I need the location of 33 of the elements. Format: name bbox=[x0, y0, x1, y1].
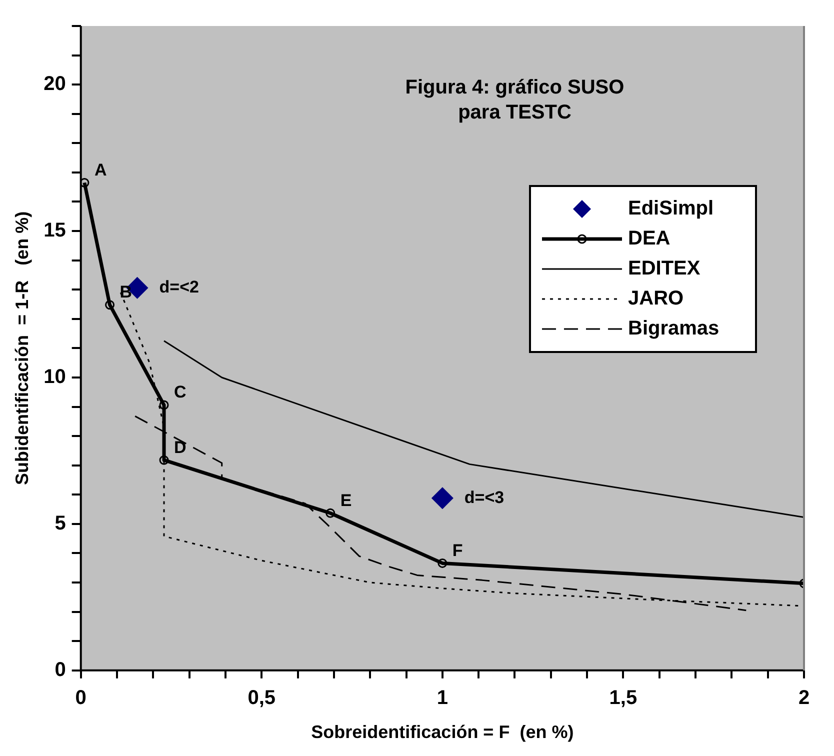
point bbox=[105, 300, 115, 310]
x-tick-label: 0,5 bbox=[248, 686, 276, 709]
y-tick-label: 5 bbox=[54, 512, 66, 534]
legend-label: JARO bbox=[628, 288, 684, 310]
annotation: A bbox=[94, 160, 107, 180]
point bbox=[438, 558, 448, 568]
annotation: B bbox=[120, 282, 132, 302]
legend-label: EDITEX bbox=[628, 258, 701, 280]
annotation: F bbox=[452, 540, 463, 560]
annotation: D bbox=[174, 438, 186, 457]
x-axis-title: Sobreidentificación = F (en %) bbox=[311, 722, 574, 742]
annotation: d=<2 bbox=[159, 278, 199, 297]
annotation: C bbox=[174, 382, 186, 402]
legend-label: DEA bbox=[628, 228, 670, 250]
x-tick-label: 2 bbox=[798, 686, 810, 709]
point bbox=[80, 178, 90, 188]
annotation: d=<3 bbox=[464, 488, 504, 507]
x-tick-label: 0 bbox=[75, 686, 86, 709]
legend-label: EdiSimpl bbox=[628, 198, 714, 220]
x-tick-label: 1,5 bbox=[609, 686, 638, 709]
point bbox=[326, 508, 336, 518]
point bbox=[431, 487, 454, 510]
y-tick-label: 15 bbox=[44, 220, 66, 242]
text: Figura 4: gráfico SUSO para TESTC bbox=[405, 76, 624, 124]
point bbox=[159, 455, 169, 465]
legend-label: Bigramas bbox=[628, 318, 720, 340]
x-tick-label: 1 bbox=[436, 686, 448, 709]
annotation: E bbox=[340, 490, 352, 510]
y-tick-label: 0 bbox=[54, 658, 66, 681]
y-tick-label: 10 bbox=[44, 366, 66, 388]
y-tick-label: 20 bbox=[44, 73, 66, 96]
y-axis-title: Subidentificación = 1-R (en %) bbox=[12, 211, 32, 485]
point bbox=[159, 400, 169, 410]
